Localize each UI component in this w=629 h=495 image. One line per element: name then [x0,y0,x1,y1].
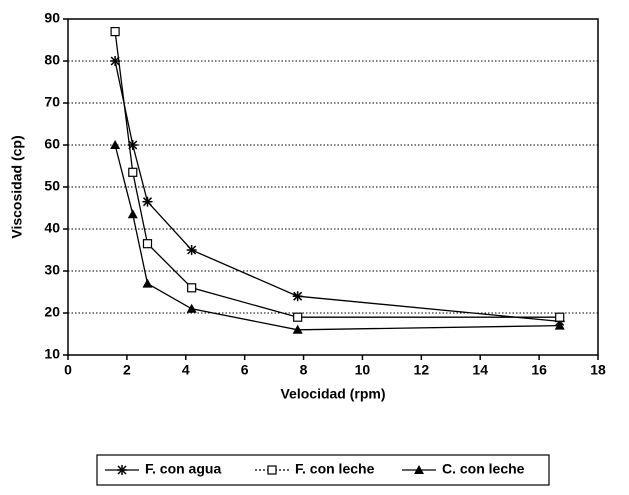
x-tick-label: 0 [64,362,72,378]
y-axis-label: Viscosidad (cp) [9,135,25,238]
marker-triangle [186,303,197,313]
x-tick-label: 4 [182,362,190,378]
marker [142,239,153,249]
marker [110,140,121,149]
y-tick-label: 30 [44,262,60,278]
x-axis-label: Velocidad (rpm) [280,386,385,402]
marker-square [128,167,138,177]
marker-triangle [127,209,138,219]
x-tick-label: 2 [123,362,131,378]
marker [555,312,565,322]
marker [142,196,153,207]
marker-square [187,283,197,293]
legend-label: C. con leche [442,461,525,477]
marker [128,167,138,177]
y-tick-label: 70 [44,94,60,110]
legend-box [96,454,550,486]
marker [186,245,197,255]
marker-square [110,27,120,37]
marker-square [293,312,303,322]
y-tick-label: 20 [44,304,60,320]
marker [186,303,197,313]
y-tick-label: 90 [44,10,60,26]
marker [110,27,120,37]
marker [292,324,303,334]
series-line [114,144,560,331]
y-tick-label: 50 [44,178,60,194]
marker-square [142,239,153,249]
marker [127,209,138,219]
marker [554,320,565,330]
marker-square [555,312,565,322]
marker [110,56,121,66]
marker [117,465,127,475]
y-tick-label: 80 [44,52,60,68]
legend-label: F. con leche [295,461,375,477]
x-tick-label: 16 [531,362,547,378]
y-tick-label: 60 [44,136,60,152]
y-tick-label: 40 [44,220,60,236]
x-tick-label: 6 [241,362,249,378]
marker [142,278,153,288]
legend-label: F. con agua [145,461,221,477]
series-line [114,60,560,323]
series-line [114,31,560,318]
marker-square [267,465,277,475]
marker [267,465,277,475]
plot-frame [67,18,599,356]
x-tick-label: 12 [414,362,430,378]
x-tick-label: 8 [300,362,308,378]
x-tick-label: 10 [355,362,371,378]
x-tick-label: 14 [472,362,488,378]
y-tick-label: 10 [44,346,60,362]
x-tick-label: 18 [590,362,606,378]
marker [292,291,303,302]
marker-triangle [554,320,565,330]
marker-triangle [110,140,121,149]
marker [414,465,424,474]
marker [293,312,303,322]
marker [187,283,197,293]
marker-triangle [292,324,303,334]
marker-triangle [142,278,153,288]
marker-triangle [414,465,424,474]
